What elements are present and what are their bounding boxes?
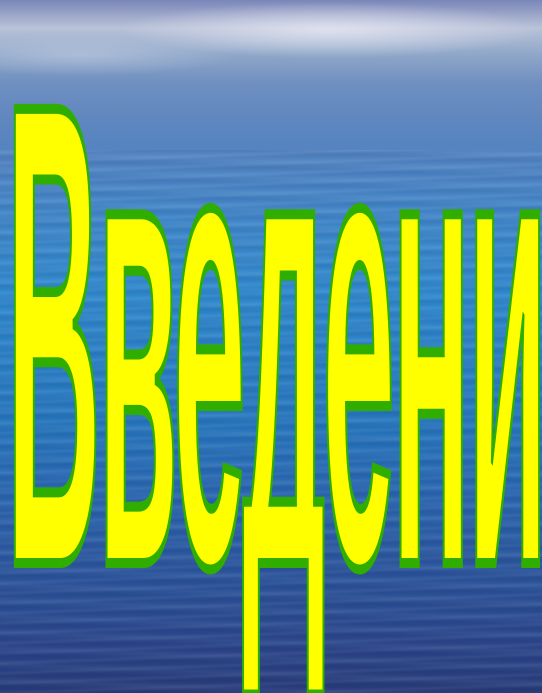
slide-title: Введение во храм Богородицы	[5, 0, 542, 693]
sea-background	[0, 150, 542, 693]
sky-background	[0, 0, 542, 110]
